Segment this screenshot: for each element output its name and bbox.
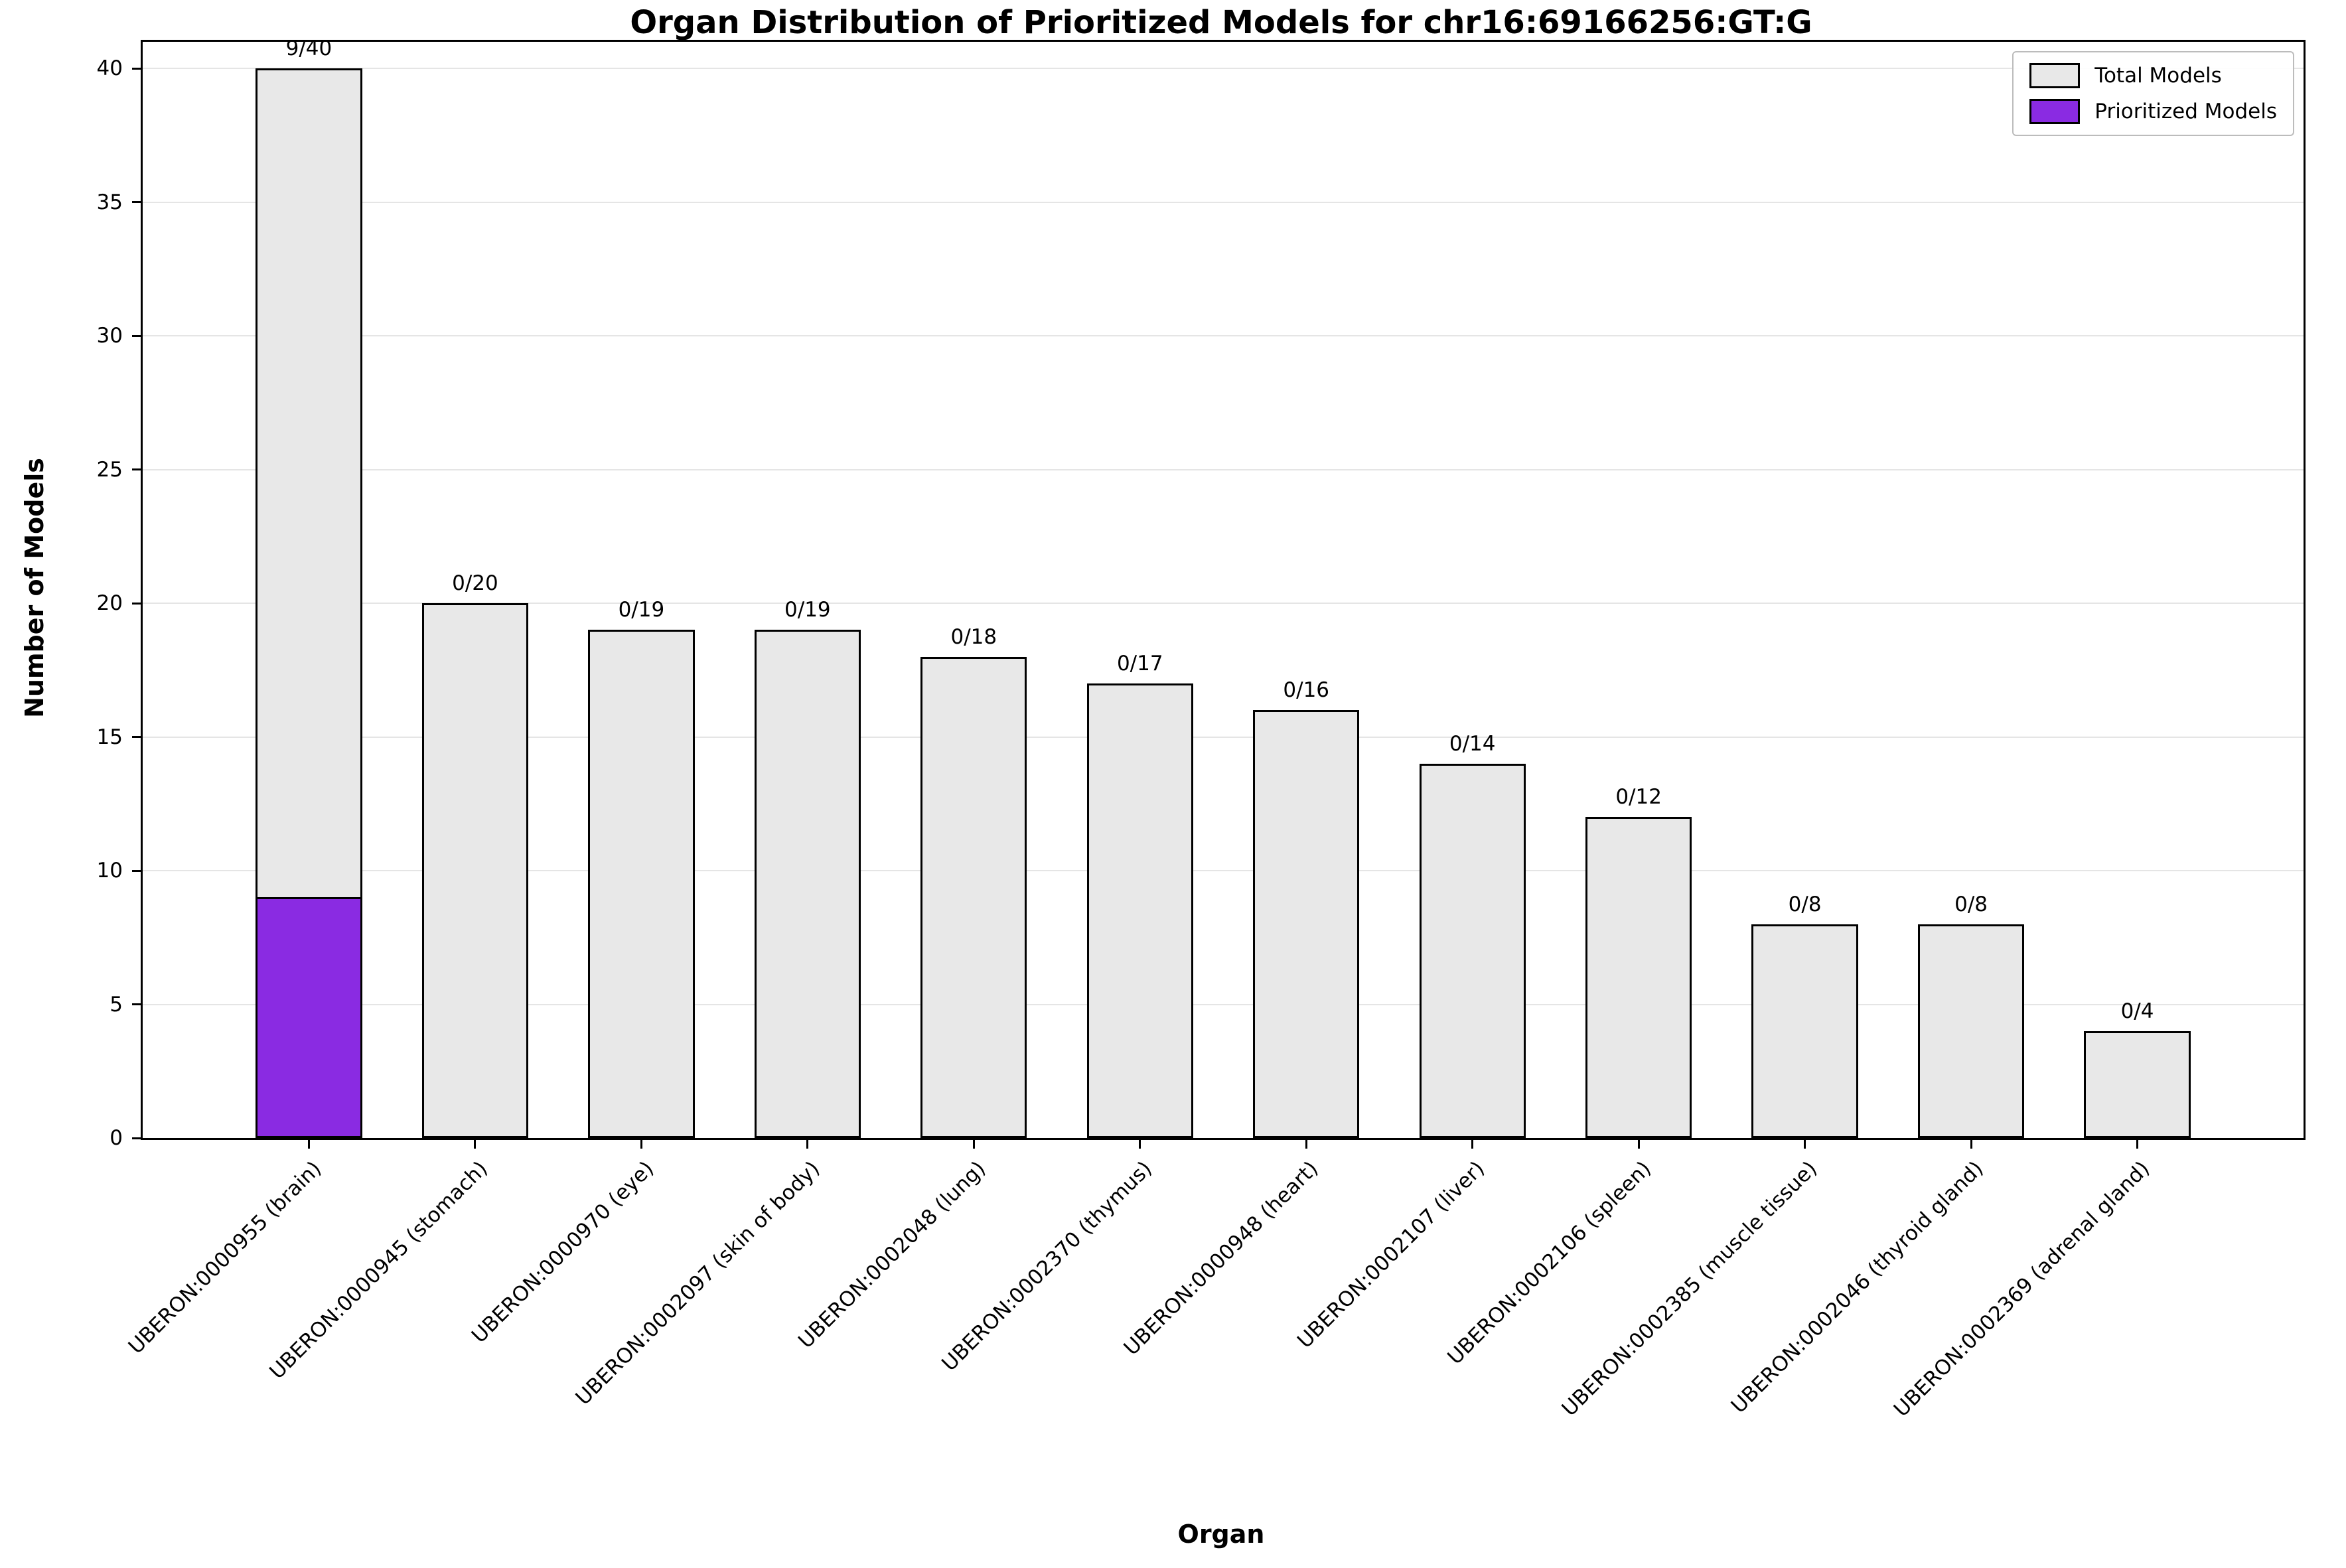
x-tick-mark xyxy=(972,1138,975,1149)
y-tick-mark xyxy=(132,468,143,471)
bar-total-models xyxy=(421,603,529,1138)
y-tick-mark xyxy=(132,201,143,204)
x-tick-mark xyxy=(640,1138,642,1149)
y-tick-label: 0 xyxy=(110,1126,123,1150)
legend-swatch-prioritized-models xyxy=(2029,99,2081,124)
bar-total-models xyxy=(1419,763,1526,1138)
gridline xyxy=(143,603,2304,605)
x-tick-mark xyxy=(1471,1138,1474,1149)
y-tick-label: 25 xyxy=(96,457,123,482)
bar-value-label: 0/8 xyxy=(1788,892,1822,916)
y-tick-mark xyxy=(132,1137,143,1139)
x-tick-mark xyxy=(1637,1138,1640,1149)
gridline xyxy=(143,1003,2304,1005)
legend-label-prioritized-models: Prioritized Models xyxy=(2094,100,2277,123)
y-tick-label: 15 xyxy=(96,725,123,749)
bar-total-models xyxy=(920,656,1027,1138)
y-tick-mark xyxy=(132,67,143,70)
x-tick-mark xyxy=(2136,1138,2139,1149)
x-tick-label: UBERON:0002369 (adrenal gland) xyxy=(1889,1157,2154,1422)
x-tick-mark xyxy=(307,1138,310,1149)
bar-value-label: 0/17 xyxy=(1116,652,1163,676)
x-tick-mark xyxy=(1970,1138,1972,1149)
legend-item-total-models: Total Models xyxy=(2029,63,2277,88)
x-tick-label: UBERON:0002048 (lung) xyxy=(794,1157,991,1354)
bar-total-models xyxy=(1917,924,2025,1138)
bar-total-models xyxy=(2084,1031,2191,1138)
bar-prioritized-models xyxy=(256,897,362,1138)
bar-total-models xyxy=(754,630,861,1138)
bar-value-label: 0/19 xyxy=(618,598,665,622)
chart-title: Organ Distribution of Prioritized Models… xyxy=(630,4,1812,41)
gridline xyxy=(143,468,2304,470)
y-tick-label: 40 xyxy=(96,56,123,81)
y-tick-mark xyxy=(132,1003,143,1006)
bar-total-models xyxy=(1751,924,1858,1138)
bar-total-models xyxy=(1253,710,1360,1138)
x-tick-label: UBERON:0000970 (eye) xyxy=(467,1157,658,1348)
x-tick-label: UBERON:0000948 (heart) xyxy=(1119,1157,1323,1360)
x-tick-mark xyxy=(1139,1138,1141,1149)
y-tick-label: 20 xyxy=(96,591,123,616)
plot-area: Total Models Prioritized Models 0 5 10 15 20… xyxy=(97,36,2306,1421)
bar-total-models xyxy=(588,630,695,1138)
y-tick-mark xyxy=(132,334,143,337)
bar-value-label: 0/12 xyxy=(1615,785,1662,810)
x-axis-label: Organ xyxy=(1177,1520,1265,1549)
bar-value-label: 0/19 xyxy=(784,598,831,622)
x-tick-mark xyxy=(1305,1138,1307,1149)
gridline xyxy=(143,736,2304,738)
bar-value-label: 0/4 xyxy=(2120,999,2154,1023)
y-tick-label: 35 xyxy=(96,190,123,214)
bar-value-label: 0/20 xyxy=(452,571,498,596)
y-tick-mark xyxy=(132,869,143,872)
bar-value-label: 0/18 xyxy=(950,624,997,649)
x-tick-label: UBERON:0000955 (brain) xyxy=(123,1157,326,1359)
legend: Total Models Prioritized Models xyxy=(2012,51,2294,136)
x-tick-label: UBERON:0002107 (liver) xyxy=(1293,1157,1490,1354)
x-tick-mark xyxy=(806,1138,809,1149)
y-tick-label: 10 xyxy=(96,859,123,883)
x-tick-mark xyxy=(474,1138,477,1149)
bar-value-label: 0/14 xyxy=(1449,731,1496,756)
legend-label-total-models: Total Models xyxy=(2094,64,2222,88)
gridline xyxy=(143,870,2304,872)
bar-value-label: 0/8 xyxy=(1954,892,1988,916)
gridline xyxy=(143,335,2304,337)
bar-value-label: 0/16 xyxy=(1283,678,1330,703)
y-axis-label: Number of Models xyxy=(20,458,49,718)
legend-item-prioritized-models: Prioritized Models xyxy=(2029,99,2277,124)
y-tick-mark xyxy=(132,602,143,605)
y-tick-mark xyxy=(132,736,143,739)
y-tick-label: 30 xyxy=(96,324,123,348)
y-tick-label: 5 xyxy=(110,992,123,1017)
bar-total-models xyxy=(1086,683,1193,1138)
gridline xyxy=(143,68,2304,70)
bar-total-models xyxy=(1585,817,1692,1138)
legend-swatch-total-models xyxy=(2029,63,2081,88)
x-tick-label: UBERON:0002385 (muscle tissue) xyxy=(1557,1157,1822,1421)
bar-value-label: 9/40 xyxy=(285,36,332,61)
x-tick-mark xyxy=(1804,1138,1806,1149)
gridline xyxy=(143,201,2304,203)
